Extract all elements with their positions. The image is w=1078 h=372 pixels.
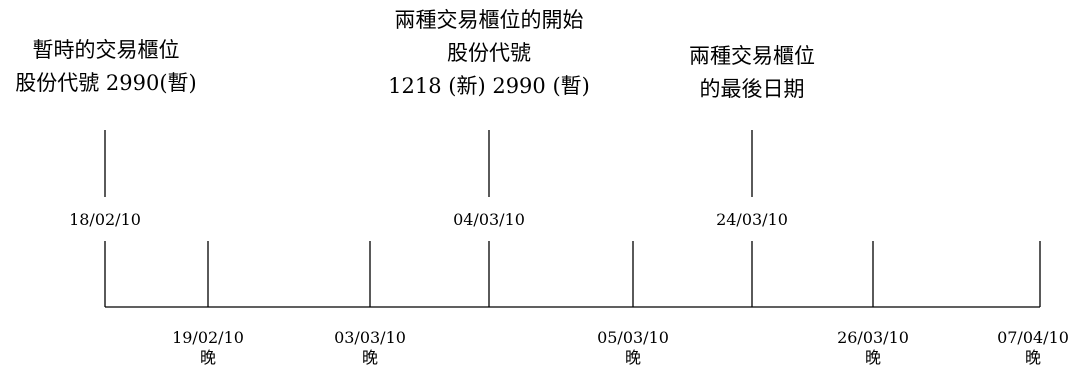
annotation-parallel-start: 兩種交易櫃位的開始 股份代號 1218 (新) 2990 (暫) — [364, 4, 614, 103]
annotation-temp-counter-line1: 暫時的交易櫃位 — [32, 38, 180, 62]
bottom-date-5: 07/04/10 晚 — [990, 328, 1076, 368]
bottom-date-2-note: 晚 — [361, 348, 378, 367]
annotation-parallel-start-line2: 股份代號 — [447, 41, 531, 65]
bottom-date-1: 19/02/10 晚 — [158, 328, 258, 368]
bottom-date-4-note: 晚 — [864, 348, 881, 367]
annotation-temp-counter-line2: 股份代號 2990(暫) — [15, 71, 197, 95]
bottom-date-3: 05/03/10 晚 — [583, 328, 683, 368]
bottom-date-1-date: 19/02/10 — [172, 328, 244, 347]
bottom-date-3-note: 晚 — [624, 348, 641, 367]
top-date-3: 24/03/10 — [716, 210, 788, 229]
bottom-date-2-date: 03/03/10 — [334, 328, 406, 347]
top-date-2: 04/03/10 — [453, 210, 525, 229]
bottom-date-5-date: 07/04/10 — [997, 328, 1069, 347]
top-date-1: 18/02/10 — [69, 210, 141, 229]
bottom-date-2: 03/03/10 晚 — [320, 328, 420, 368]
bottom-date-3-date: 05/03/10 — [597, 328, 669, 347]
bottom-date-4-date: 26/03/10 — [837, 328, 909, 347]
bottom-date-4: 26/03/10 晚 — [823, 328, 923, 368]
annotation-parallel-start-line1: 兩種交易櫃位的開始 — [394, 8, 584, 32]
bottom-date-1-note: 晚 — [199, 348, 216, 367]
bottom-date-5-note: 晚 — [1024, 348, 1041, 367]
annotation-parallel-end-line1: 兩種交易櫃位 — [689, 44, 815, 68]
annotation-parallel-start-line3: 1218 (新) 2990 (暫) — [388, 74, 590, 98]
annotation-parallel-end: 兩種交易櫃位 的最後日期 — [652, 40, 852, 106]
annotation-parallel-end-line2: 的最後日期 — [699, 77, 805, 101]
annotation-temp-counter: 暫時的交易櫃位 股份代號 2990(暫) — [0, 34, 212, 100]
